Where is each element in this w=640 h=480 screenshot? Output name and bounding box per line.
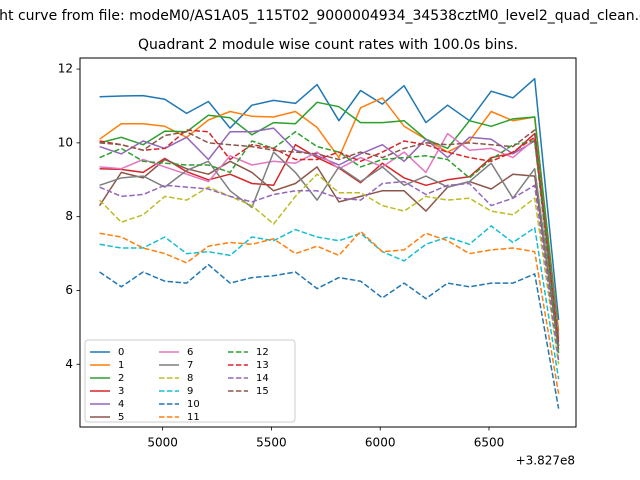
plot-area-lines bbox=[98, 77, 560, 409]
legend-label-4: 4 bbox=[118, 399, 124, 410]
legend-label-2: 2 bbox=[118, 373, 124, 384]
y-axis: 4 6 8 10 12 bbox=[58, 62, 80, 371]
x-tick-label: 5500 bbox=[256, 436, 287, 450]
series-line-9 bbox=[99, 225, 560, 380]
y-tick-label: 4 bbox=[65, 357, 73, 371]
series-line-12 bbox=[99, 131, 560, 354]
legend-label-1: 1 bbox=[118, 360, 124, 371]
x-tick-label: 5000 bbox=[147, 436, 178, 450]
series-line-14 bbox=[99, 180, 560, 361]
legend-label-9: 9 bbox=[187, 386, 193, 397]
legend-label-15: 15 bbox=[256, 386, 269, 397]
legend-label-5: 5 bbox=[118, 412, 124, 423]
legend-label-14: 14 bbox=[256, 373, 269, 384]
series-line-3 bbox=[99, 132, 560, 346]
legend-label-11: 11 bbox=[187, 412, 200, 423]
series-line-15 bbox=[99, 129, 560, 346]
axes-frame bbox=[79, 57, 577, 428]
y-tick-label: 6 bbox=[65, 283, 73, 297]
legend-label-7: 7 bbox=[187, 360, 193, 371]
series-line-8 bbox=[99, 173, 560, 365]
legend-label-13: 13 bbox=[256, 360, 269, 371]
legend-label-10: 10 bbox=[187, 399, 200, 410]
x-axis: 5000 5500 6000 6500 bbox=[147, 427, 504, 450]
series-line-0 bbox=[99, 77, 560, 321]
series-line-2 bbox=[99, 101, 560, 335]
legend-box bbox=[84, 339, 296, 423]
figure-suptitle: Light curve from file: modeM0/AS1A05_115… bbox=[0, 8, 640, 24]
legend-label-3: 3 bbox=[118, 386, 124, 397]
legend-label-8: 8 bbox=[187, 373, 193, 384]
x-tick-label: 6500 bbox=[474, 436, 505, 450]
series-line-10 bbox=[99, 263, 560, 409]
chart-title: Quadrant 2 module wise count rates with … bbox=[138, 37, 518, 53]
x-axis-offset-label: +3.827e8 bbox=[516, 454, 575, 468]
y-tick-label: 10 bbox=[58, 135, 73, 149]
series-line-13 bbox=[99, 129, 560, 343]
x-tick-label: 6000 bbox=[365, 436, 396, 450]
series-line-6 bbox=[99, 132, 560, 339]
legend-label-12: 12 bbox=[256, 347, 269, 358]
legend-label-6: 6 bbox=[187, 347, 193, 358]
y-tick-label: 12 bbox=[58, 62, 73, 76]
legend-label-0: 0 bbox=[118, 347, 124, 358]
series-line-11 bbox=[99, 230, 560, 394]
y-tick-label: 8 bbox=[65, 209, 73, 223]
